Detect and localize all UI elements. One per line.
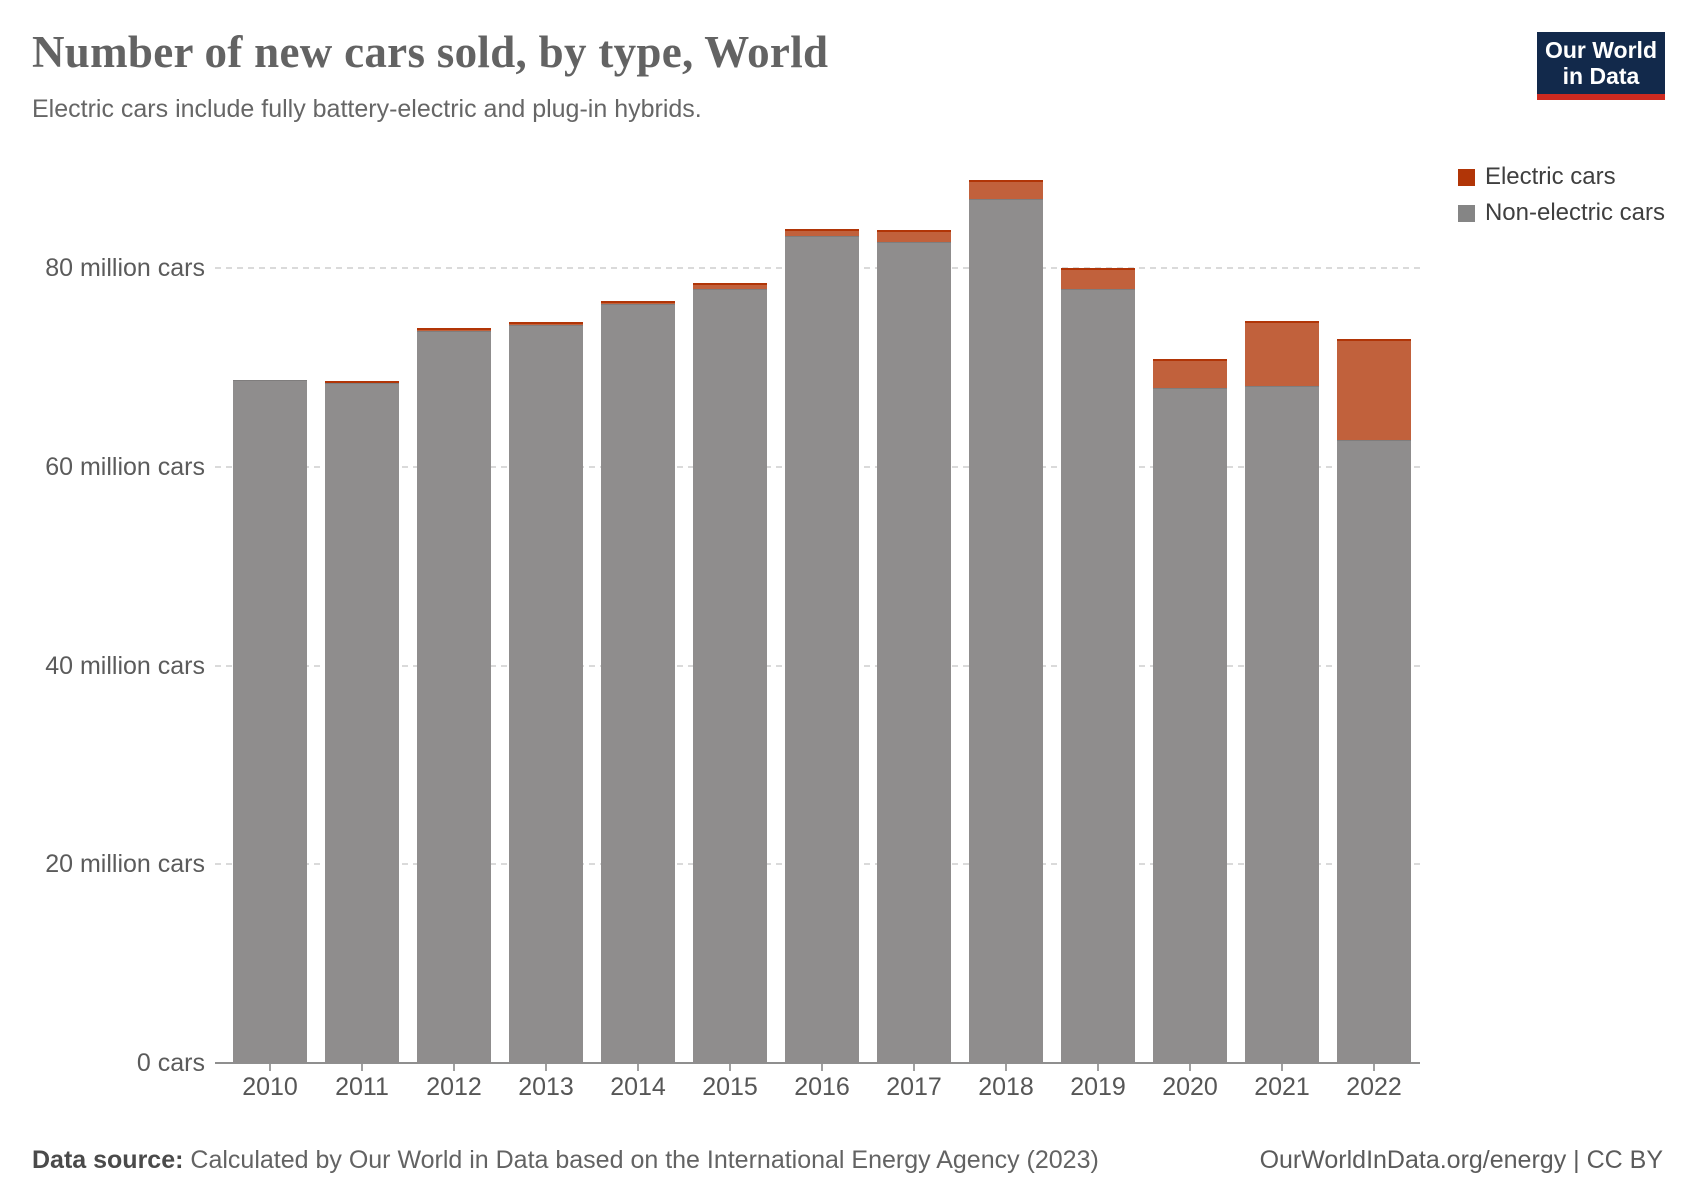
x-axis-label-2015: 2015 (702, 1073, 758, 1101)
x-axis-label-2014: 2014 (610, 1073, 666, 1101)
y-axis-label: 80 million cars (45, 254, 205, 282)
bar-2015-electric[interactable] (693, 283, 767, 289)
bar-2016-electric[interactable] (785, 228, 859, 237)
data-source-label: Data source: (32, 1146, 184, 1174)
bar-2011-non-electric[interactable] (325, 383, 399, 1063)
x-axis-label-2012: 2012 (426, 1073, 482, 1101)
x-axis-tick (1189, 1064, 1191, 1071)
x-axis-label-2020: 2020 (1162, 1073, 1218, 1101)
bar-2018-electric[interactable] (969, 179, 1043, 200)
owid-url-link[interactable]: OurWorldInData.org/energy (1259, 1146, 1567, 1174)
bar-2022-electric[interactable] (1337, 338, 1411, 440)
x-axis-label-2019: 2019 (1070, 1073, 1126, 1101)
x-axis-tick (361, 1064, 363, 1071)
x-axis-label-2016: 2016 (794, 1073, 850, 1101)
x-axis-label-2013: 2013 (518, 1073, 574, 1101)
bar-2020-electric[interactable] (1153, 358, 1227, 389)
data-source-note: Data source: Calculated by Our World in … (32, 1146, 1099, 1175)
bar-2020-non-electric[interactable] (1153, 388, 1227, 1063)
x-axis-tick (545, 1064, 547, 1071)
x-axis-tick (1281, 1064, 1283, 1071)
bar-2017-non-electric[interactable] (877, 242, 951, 1063)
legend-item-non-electric[interactable]: Non-electric cars (1457, 199, 1665, 227)
x-axis-tick (637, 1064, 639, 1071)
bar-2021-non-electric[interactable] (1245, 386, 1319, 1063)
bar-2021-electric[interactable] (1245, 320, 1319, 387)
x-axis-tick (821, 1064, 823, 1071)
bar-2017-electric[interactable] (877, 230, 951, 243)
x-axis-label-2022: 2022 (1346, 1073, 1402, 1101)
owid-logo-underline (1537, 94, 1665, 100)
y-axis-label: 0 cars (136, 1049, 205, 1077)
chart-subtitle: Electric cars include fully battery-elec… (32, 95, 702, 123)
bar-2022-non-electric[interactable] (1337, 439, 1411, 1063)
bar-2014-electric[interactable] (601, 300, 675, 304)
legend-label-non-electric: Non-electric cars (1484, 199, 1665, 226)
bar-2018-non-electric[interactable] (969, 199, 1043, 1063)
bar-2010-non-electric[interactable] (233, 380, 307, 1063)
x-axis-tick (1097, 1064, 1099, 1071)
y-axis-label: 20 million cars (45, 850, 205, 879)
y-axis-label: 60 million cars (45, 452, 205, 481)
bar-2019-non-electric[interactable] (1061, 288, 1135, 1063)
x-axis-label-2018: 2018 (978, 1073, 1034, 1101)
data-source-text: Calculated by Our World in Data based on… (183, 1146, 1099, 1174)
x-axis-tick (729, 1064, 731, 1071)
bar-2014-non-electric[interactable] (601, 303, 675, 1063)
legend-label-electric: Electric cars (1484, 163, 1616, 190)
x-axis-tick (913, 1064, 915, 1071)
y-axis-label: 40 million cars (45, 651, 205, 680)
legend: Electric cars Non-electric cars (1457, 163, 1665, 227)
x-axis-label-2010: 2010 (242, 1073, 298, 1101)
x-axis-label-2021: 2021 (1254, 1073, 1310, 1101)
chart-title: Number of new cars sold, by type, World (32, 27, 829, 77)
owid-logo-line2: in Data (1562, 63, 1640, 89)
bar-2019-electric[interactable] (1061, 268, 1135, 289)
x-axis-tick (453, 1064, 455, 1071)
legend-swatch-non-electric-icon (1457, 204, 1475, 222)
owid-logo-line1: Our World (1544, 37, 1657, 63)
bar-2012-electric[interactable] (417, 328, 491, 331)
x-axis-label-2011: 2011 (335, 1073, 389, 1101)
bar-2013-non-electric[interactable] (509, 324, 583, 1063)
x-axis-line (215, 1062, 1420, 1064)
legend-swatch-electric-icon (1457, 168, 1475, 186)
bar-2011-electric[interactable] (325, 380, 399, 384)
bar-2013-electric[interactable] (509, 322, 583, 325)
footer-link-area: OurWorldInData.org/energy | CC BY (1260, 1146, 1663, 1175)
bar-2015-non-electric[interactable] (693, 288, 767, 1063)
legend-item-electric[interactable]: Electric cars (1457, 163, 1616, 191)
x-axis-tick (1373, 1064, 1375, 1071)
x-axis-label-2017: 2017 (886, 1073, 942, 1101)
license-text: | CC BY (1566, 1146, 1663, 1174)
owid-logo[interactable]: Our World in Data (1537, 32, 1665, 100)
bar-2016-non-electric[interactable] (785, 236, 859, 1063)
x-axis-tick (269, 1064, 271, 1071)
owid-logo-box: Our World in Data (1537, 32, 1665, 94)
x-axis-tick (1005, 1064, 1007, 1071)
bar-2012-non-electric[interactable] (417, 330, 491, 1063)
